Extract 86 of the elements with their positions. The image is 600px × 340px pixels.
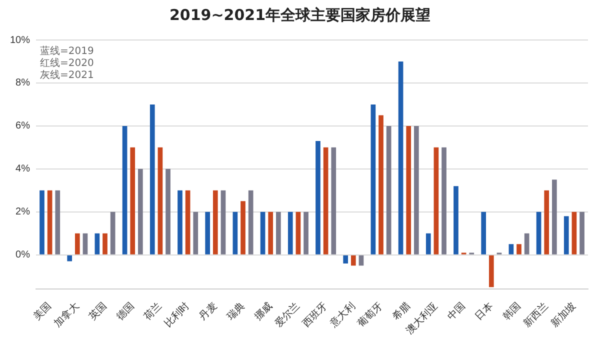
x-tick-label: 中国 (445, 300, 468, 323)
bar (442, 147, 446, 254)
y-tick-label: 0% (16, 250, 30, 261)
x-tick-label: 荷兰 (142, 300, 164, 323)
x-tick-label: 英国 (86, 300, 110, 323)
bar (323, 147, 328, 254)
x-tick-label: 西班牙 (300, 300, 330, 330)
y-tick-label: 6% (16, 120, 30, 132)
bar (378, 115, 384, 254)
bar (331, 147, 336, 254)
bar (370, 104, 376, 254)
x-tick-label: 韩国 (500, 300, 524, 323)
bar (524, 233, 530, 254)
y-tick-label: 8% (16, 78, 30, 89)
bar (488, 255, 494, 288)
x-tick-label: 加拿大 (52, 300, 82, 330)
bar (358, 255, 364, 266)
x-tick-label: 意大利 (327, 300, 358, 330)
x-tick-label: 爱尔兰 (272, 300, 302, 330)
bar (343, 255, 348, 264)
bar (185, 190, 190, 254)
annotation: 灰线=2021 (40, 70, 94, 82)
bar (386, 126, 392, 254)
bar (481, 212, 486, 254)
bar (552, 180, 557, 254)
bar (55, 190, 60, 254)
bar (94, 233, 100, 254)
bar (260, 212, 266, 254)
bar (248, 190, 254, 254)
bar (74, 233, 80, 254)
bar (220, 190, 226, 254)
bar (166, 168, 170, 254)
x-tick-label: 比利时 (162, 300, 192, 330)
y-tick-label: 2% (16, 206, 30, 218)
bar (67, 255, 72, 262)
bar (268, 212, 274, 254)
x-tick-label: 葡萄牙 (355, 300, 386, 330)
bar (82, 233, 88, 254)
annotation: 红线=2020 (40, 58, 94, 70)
bar (316, 140, 320, 254)
x-tick-label: 美国 (31, 300, 54, 323)
bar (276, 212, 281, 254)
bar (122, 126, 128, 254)
bar (454, 186, 458, 254)
x-tick-label: 挪威 (252, 300, 275, 323)
bar (40, 190, 44, 254)
annotation: 蓝线=2019 (40, 46, 94, 58)
bar (47, 190, 52, 254)
bar (150, 104, 155, 254)
bar (178, 190, 182, 254)
bar (193, 212, 198, 254)
bar (102, 233, 108, 254)
bar (516, 244, 522, 254)
bar (138, 168, 143, 254)
x-tick-label: 瑞典 (224, 300, 248, 323)
bar (240, 201, 246, 254)
bar (564, 216, 569, 254)
bar (398, 61, 404, 254)
bar (110, 212, 116, 254)
x-tick-label: 希腊 (390, 300, 413, 323)
bar (414, 126, 419, 254)
chart-title: 2019~2021年全球主要国家房价展望 (168, 6, 432, 25)
bar (544, 190, 550, 254)
bar (212, 190, 218, 254)
bar (580, 212, 584, 254)
y-tick-label: 10% (10, 34, 30, 46)
x-tick-label: 日本 (472, 300, 496, 323)
bar (508, 244, 514, 254)
bar (572, 212, 577, 254)
bar (536, 212, 542, 254)
bar (304, 212, 308, 254)
bar (406, 126, 412, 254)
bar (130, 147, 136, 254)
x-tick-label: 新西兰 (520, 300, 551, 330)
x-tick-label: 新加坡 (548, 300, 578, 330)
x-tick-label: 丹麦 (196, 300, 220, 323)
bar (288, 212, 293, 254)
bar (426, 233, 431, 254)
bar (350, 255, 356, 266)
x-tick-label: 德国 (114, 300, 137, 323)
bar (296, 212, 301, 254)
bar (205, 212, 210, 254)
bar (434, 147, 439, 254)
y-tick-label: 4% (16, 164, 30, 175)
bar (158, 147, 163, 254)
bar (232, 212, 238, 254)
